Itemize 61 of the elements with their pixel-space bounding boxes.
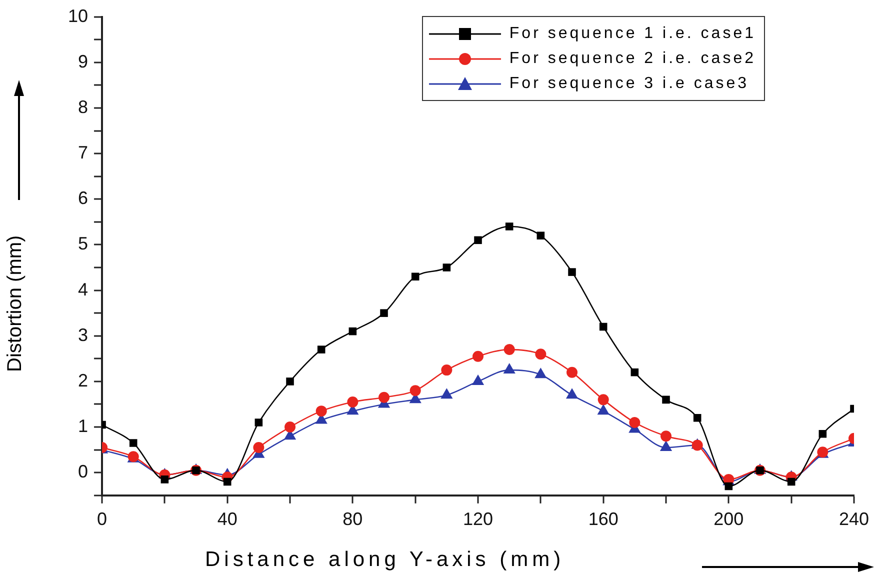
point <box>380 309 388 317</box>
point <box>410 385 421 396</box>
y-tick-label: 8 <box>78 96 88 117</box>
point <box>630 368 639 376</box>
y-tick-label: 9 <box>78 51 88 72</box>
x-tick-label: 160 <box>588 509 618 530</box>
point <box>316 406 327 417</box>
point <box>660 440 672 452</box>
point <box>129 439 138 447</box>
point <box>378 392 390 403</box>
point <box>724 482 733 490</box>
x-tick-label: 240 <box>838 509 870 530</box>
point <box>568 268 576 276</box>
point <box>787 478 796 486</box>
y-tick-label: 3 <box>78 324 88 345</box>
point <box>818 430 827 438</box>
point <box>566 366 578 378</box>
x-tick-label: 200 <box>714 509 744 530</box>
point <box>253 442 264 454</box>
x-tick-label: 40 <box>217 509 238 530</box>
point <box>317 346 326 354</box>
x-tick-label: 80 <box>342 509 363 530</box>
point <box>160 476 169 484</box>
point <box>442 264 451 272</box>
y-tick-label: 7 <box>78 142 88 163</box>
y-axis-title: Distortion (mm) <box>4 235 27 372</box>
point <box>254 418 263 426</box>
y-tick-label: 0 <box>78 462 88 482</box>
x-tick-label: 0 <box>97 509 108 530</box>
y-tick-label: 10 <box>68 6 88 26</box>
point <box>284 422 296 433</box>
y-tick-label: 2 <box>78 370 88 390</box>
point <box>286 378 294 386</box>
legend-label: For sequence 1 i.e. case1 <box>509 24 756 42</box>
point <box>505 222 514 230</box>
legend-label: For sequence 3 i.e case3 <box>509 74 750 92</box>
point <box>629 416 640 428</box>
x-axis-title: Distance along Y-axis (mm) <box>205 548 565 572</box>
point <box>599 322 608 331</box>
point <box>441 364 452 376</box>
point <box>536 232 545 240</box>
x-tick-label: 120 <box>462 509 494 530</box>
y-tick-label: 1 <box>78 416 88 436</box>
point <box>504 344 515 356</box>
legend-label: For sequence 2 i.e. case2 <box>509 50 756 68</box>
y-tick-label: 4 <box>78 279 88 300</box>
point <box>472 350 484 362</box>
point <box>411 272 420 280</box>
y-tick-label: 6 <box>78 188 88 208</box>
point <box>598 394 609 406</box>
point <box>503 363 516 374</box>
point <box>597 404 610 415</box>
point <box>347 396 358 408</box>
point <box>348 327 357 336</box>
y-tick-label: 5 <box>78 234 88 254</box>
point <box>535 348 546 360</box>
point <box>223 478 232 486</box>
point <box>660 430 672 442</box>
point <box>662 396 670 404</box>
point <box>474 236 482 244</box>
point <box>693 414 702 422</box>
